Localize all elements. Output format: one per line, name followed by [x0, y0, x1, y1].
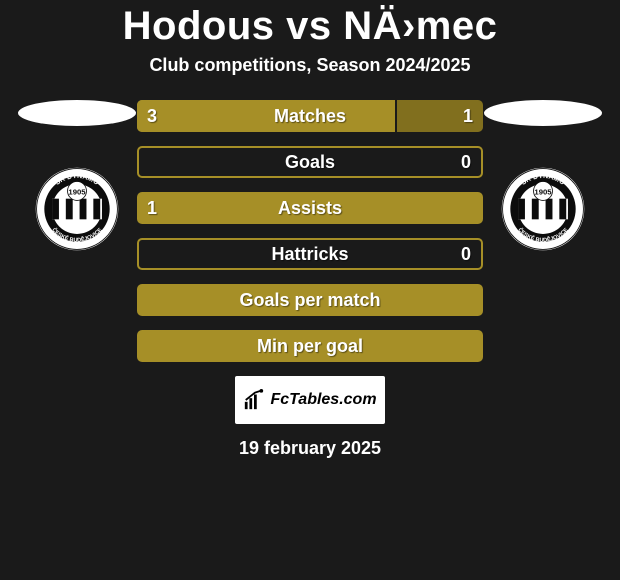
stat-label: Assists [278, 198, 342, 219]
svg-text:1905: 1905 [68, 187, 86, 196]
watermark-text: FcTables.com [270, 391, 376, 409]
club-crest-left: 1905 SK DYNAMO ČESKÉ BUDĚJOVICE [27, 166, 127, 252]
stat-bars: 3 1 Matches 0 Goals 1 Assists 0 Hattricks Goals p… [137, 100, 483, 362]
stat-bar: 0 Hattricks [137, 238, 483, 270]
stat-label: Goals per match [239, 290, 380, 311]
stat-label: Hattricks [271, 244, 348, 265]
club-crest-right: 1905 SK DYNAMO ČESKÉ BUDĚJOVICE [493, 166, 593, 252]
stat-bar: 1 Assists [137, 192, 483, 224]
stat-value-right: 0 [461, 244, 471, 265]
stat-label: Matches [274, 106, 346, 127]
stat-label: Min per goal [257, 336, 363, 357]
side-right: 1905 SK DYNAMO ČESKÉ BUDĚJOVICE [483, 100, 603, 252]
player-ellipse-left [18, 100, 136, 126]
stat-label: Goals [285, 152, 335, 173]
stat-bar: Goals per match [137, 284, 483, 316]
stat-value-left: 1 [147, 198, 157, 219]
stat-bar: Min per goal [137, 330, 483, 362]
stat-value-right: 1 [463, 106, 473, 127]
subtitle: Club competitions, Season 2024/2025 [149, 55, 470, 76]
page-title: Hodous vs NÄ›mec [123, 4, 498, 49]
stat-value-left: 3 [147, 106, 157, 127]
player-ellipse-right [484, 100, 602, 126]
stat-value-right: 0 [461, 152, 471, 173]
date-text: 19 february 2025 [239, 438, 381, 459]
stat-bar: 3 1 Matches [137, 100, 483, 132]
bar-segment-left [137, 100, 397, 132]
svg-text:1905: 1905 [534, 187, 552, 196]
stat-bar: 0 Goals [137, 146, 483, 178]
content-row: 1905 SK DYNAMO ČESKÉ BUDĚJOVICE 3 1 Matche… [0, 100, 620, 362]
watermark: FcTables.com [235, 376, 385, 424]
side-left: 1905 SK DYNAMO ČESKÉ BUDĚJOVICE [17, 100, 137, 252]
fctables-logo-icon [243, 389, 265, 411]
